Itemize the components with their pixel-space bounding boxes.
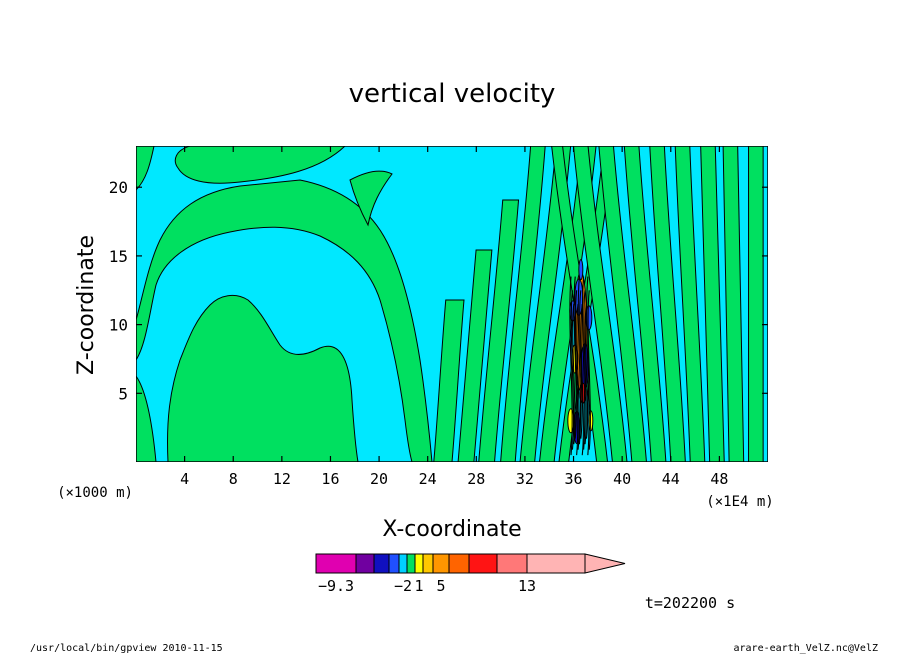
core-contour: [583, 290, 587, 445]
colorbar-label: 13: [518, 577, 536, 595]
colorbar-labels: −9.3 −2 1 5 13: [318, 577, 536, 595]
core-contour: [577, 276, 582, 445]
x-tick-label: 8: [229, 470, 238, 488]
colorbar-cell: [422, 553, 434, 574]
x-axis: 4 8 12 16 20 24 28 32 36 40 44 48: [180, 146, 728, 488]
footer-right: arare-earth_VelZ.nc@VelZ: [734, 643, 879, 654]
core-contour: [579, 290, 583, 439]
streak-region: [748, 146, 764, 462]
core-cell: [588, 410, 594, 432]
streak-region: [649, 146, 686, 462]
y-tick-label: 5: [118, 384, 128, 403]
colorbar-cell: [414, 553, 424, 574]
footer-left: /usr/local/bin/gpview 2010-11-15: [30, 643, 223, 654]
y-axis: 5 10 15 20: [109, 178, 768, 403]
x-tick-label: 4: [180, 470, 189, 488]
colorbar: [315, 553, 626, 574]
streak-region: [572, 146, 628, 462]
x-tick-label: 12: [273, 470, 291, 488]
colorbar-cell: [388, 553, 400, 574]
core-contour: [569, 276, 573, 456]
streak-region: [722, 146, 745, 462]
region-x-top: [349, 170, 393, 227]
x-tick-label: 44: [662, 470, 680, 488]
colorbar-cell: [373, 553, 390, 574]
region-left-edge: [136, 179, 433, 462]
core-cell: [578, 259, 584, 281]
y-tick-label: 15: [109, 247, 128, 266]
y-tick-label: 20: [109, 178, 128, 197]
colorbar-cell: [355, 553, 375, 574]
colorbar-label: 1: [414, 577, 423, 595]
y-tick-label: 10: [109, 316, 128, 335]
colorbar-extend-arrow: [584, 553, 626, 574]
streak-region: [539, 146, 597, 462]
streak-region: [674, 146, 706, 462]
streak-region: [457, 249, 493, 462]
streak-region: [500, 146, 546, 462]
colorbar-cell: [526, 553, 586, 574]
x-tick-label: 20: [370, 470, 388, 488]
x-tick-label: 16: [321, 470, 339, 488]
x-tick-label: 32: [516, 470, 534, 488]
core-contour: [581, 276, 586, 450]
colorbar-cell: [432, 553, 450, 574]
streak-region: [478, 199, 520, 462]
streak-region: [433, 299, 465, 462]
core-contour: [574, 290, 579, 456]
core-contour: [570, 290, 575, 450]
core-contour: [587, 290, 591, 450]
core-contour: [573, 276, 577, 439]
x-tick-label: 48: [710, 470, 728, 488]
colorbar-label: −9.3: [318, 577, 354, 595]
colorbar-cell: [448, 553, 470, 574]
x-axis-label: X-coordinate: [382, 517, 521, 542]
core-contour: [576, 303, 580, 450]
core-contour: [580, 303, 584, 456]
y-axis-label: Z-coordinate: [74, 235, 99, 375]
streak-region: [519, 146, 572, 462]
streak-region: [598, 146, 647, 462]
colorbar-cell: [496, 553, 528, 574]
colorbar-cell: [468, 553, 498, 574]
streak-regions: [433, 146, 764, 462]
chart-title: vertical velocity: [349, 79, 556, 109]
x-unit-right: (×1E4 m): [706, 494, 773, 510]
core-contour: [572, 303, 576, 445]
plot-area: [136, 146, 768, 462]
convective-core: [567, 259, 594, 456]
colorbar-label: 5: [436, 577, 445, 595]
x-tick-label: 28: [467, 470, 485, 488]
colorbar-cell: [315, 553, 357, 574]
x-tick-label: 36: [565, 470, 583, 488]
colorbar-cell: [406, 553, 416, 574]
core-contour: [584, 303, 589, 439]
colorbar-label: −2: [394, 577, 412, 595]
positive-regions: [136, 146, 433, 462]
streak-region: [700, 146, 725, 462]
x-unit-left: (×1000 m): [57, 485, 133, 501]
x-tick-label: 40: [613, 470, 631, 488]
core-contour: [586, 276, 590, 456]
x-tick-label: 24: [419, 470, 437, 488]
region-top-center: [174, 146, 346, 184]
streak-region: [623, 146, 667, 462]
time-label: t=202200 s: [645, 594, 735, 612]
colorbar-cell: [398, 553, 408, 574]
region-middle-body: [167, 294, 359, 462]
